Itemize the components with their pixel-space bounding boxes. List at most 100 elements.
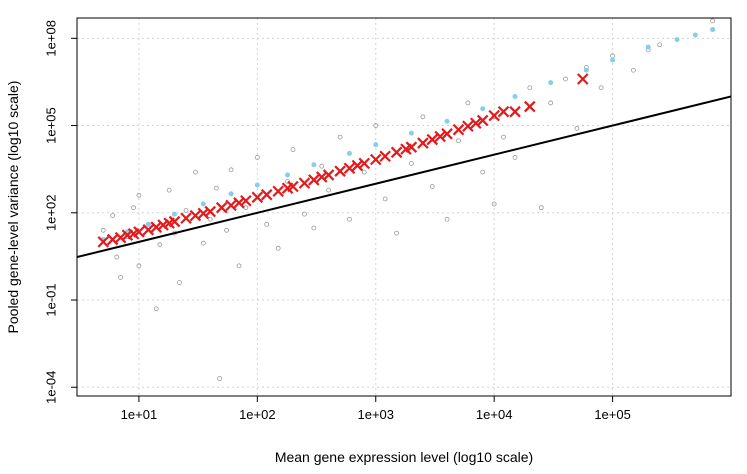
blue-point [311,162,317,168]
blue-point [254,182,260,188]
red-x-marker [452,123,465,136]
gray-point [213,185,219,191]
red-x-marker [509,105,521,118]
blue-points-series [100,27,716,243]
red-x-marker [441,128,453,140]
gray-point [319,163,325,169]
gray-point [382,196,388,202]
gray-point [527,85,533,91]
red-x-marker [204,205,216,218]
gray-point [394,230,400,236]
gray-point [631,67,636,73]
blue-point [710,27,716,33]
blue-point [200,201,206,207]
gray-point [290,147,296,152]
blue-point [444,118,450,124]
red-x-marker [390,146,403,159]
red-x-marker [189,209,202,222]
red-x-marker [369,153,382,166]
red-x-marker [180,212,192,225]
gray-point [200,240,206,246]
red-x-marker [351,159,364,172]
gray-point [480,169,486,175]
gray-point [491,201,497,207]
gray-point [224,227,229,233]
red-x-marker [133,226,145,238]
gray-point [183,208,189,213]
gray-point [456,138,461,144]
red-x-marker [488,109,500,122]
red-x-marker [462,120,474,132]
red-x-marker [379,150,391,163]
gray-point [264,221,270,227]
x-tick-label: 1e+01 [121,407,158,422]
red-x-marker [251,191,264,204]
gray-point [243,205,249,211]
gray-point [501,134,506,140]
gray-point [166,187,172,193]
blue-point [512,93,518,99]
red-x-marker [197,207,210,220]
gray-point [285,179,290,184]
plot-frame [76,17,732,397]
blue-point [480,106,486,112]
red-x-marker [524,100,536,113]
gray-point [100,227,106,233]
red-x-marker [405,141,418,153]
gray-point [465,100,471,106]
y-tick-label: 1e+02 [44,195,59,232]
red-x-marker [334,165,346,177]
red-x-marker [287,180,299,193]
grid-lines [77,18,731,396]
y-tick-label: 1e-04 [44,371,59,404]
blue-point [373,142,379,148]
red-x-marker [168,215,181,228]
gray-point [217,376,222,381]
gray-point [326,187,332,193]
gray-points-series [100,18,716,381]
gray-point [598,85,604,91]
x-axis-title: Mean gene expression level (log10 scale) [275,449,533,465]
red-x-marker [476,114,489,127]
red-x-marker [114,231,127,244]
red-x-marker [434,130,446,143]
gray-point [444,216,450,222]
gray-point [302,211,307,217]
red-x-marker [322,169,335,181]
gray-point [710,18,716,24]
gray-point [114,254,120,260]
identity-line [77,95,731,259]
gray-point [420,114,426,120]
gray-point [548,100,554,106]
gray-point [538,205,544,211]
red-x-marker [215,201,228,214]
blue-point [583,67,589,73]
gray-point [337,134,343,140]
x-tick-label: 1e+03 [357,407,394,422]
blue-point [285,172,291,178]
gray-point [118,274,123,280]
red-x-series [97,73,589,248]
red-x-marker [308,174,320,186]
y-axis: 1e-04 1e-01 1e+02 1e+05 1e+08 [44,20,77,404]
gray-point [408,160,414,166]
blue-point [145,221,151,227]
blue-point [610,57,616,63]
gray-point [574,125,580,131]
red-x-marker [426,133,439,146]
y-tick-label: 1e-01 [44,283,59,316]
gray-point [193,169,198,175]
gray-point [136,263,142,269]
y-axis-title: Pooled gene-level variance (log10 scale) [5,81,21,334]
gray-point [207,216,213,222]
red-x-marker [142,224,155,236]
red-x-marker [497,105,510,118]
gray-point [236,263,242,269]
gray-point [131,205,136,211]
red-x-marker [315,171,328,183]
red-x-marker [272,185,284,198]
x-tick-label: 1e+05 [594,407,631,422]
gray-point [563,76,568,82]
red-x-marker [150,221,162,233]
